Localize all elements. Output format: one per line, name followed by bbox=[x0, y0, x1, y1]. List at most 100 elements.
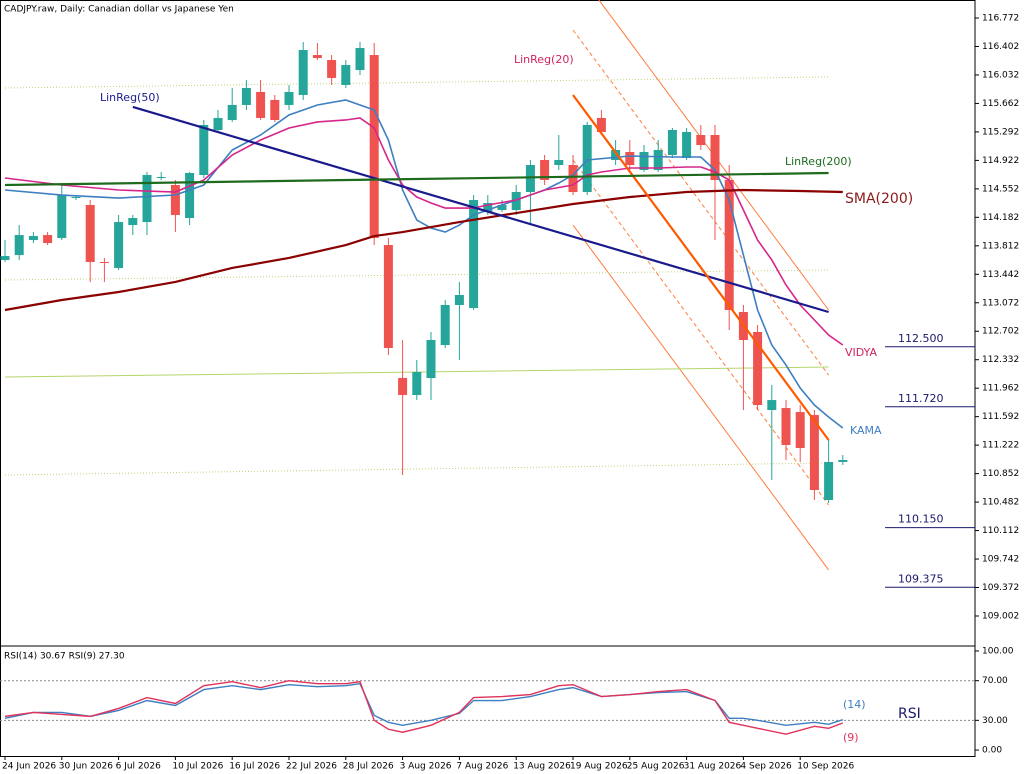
candle-body bbox=[213, 117, 223, 130]
candle-body bbox=[653, 149, 663, 171]
candle-body bbox=[596, 117, 606, 132]
level-label: 112.500 bbox=[898, 332, 944, 345]
y-tick-label: 113.812 bbox=[982, 241, 1019, 251]
candle-body bbox=[312, 55, 322, 59]
rsi-line bbox=[4, 679, 844, 735]
x-tick-label: 25 Aug 2026 bbox=[627, 762, 685, 772]
candle-body bbox=[824, 461, 834, 501]
y-tick-label: 112.702 bbox=[982, 327, 1019, 337]
candle-body bbox=[284, 91, 294, 105]
channel-line bbox=[4, 462, 829, 476]
candle-body bbox=[241, 87, 251, 105]
y-tick-label: 100.00 bbox=[982, 646, 1014, 656]
y-tick-label: 0.00 bbox=[982, 746, 1002, 756]
candle-body bbox=[426, 340, 436, 379]
candle-body bbox=[795, 412, 805, 448]
x-tick-label: 6 Jul 2026 bbox=[116, 762, 161, 772]
candle-body bbox=[554, 159, 564, 166]
candle-body bbox=[43, 235, 53, 244]
candle-body bbox=[57, 195, 67, 239]
candle-body bbox=[611, 149, 621, 160]
candle-body bbox=[99, 261, 109, 263]
channel-line bbox=[572, 224, 830, 571]
y-tick-label: 110.852 bbox=[982, 469, 1019, 479]
candle-body bbox=[568, 165, 578, 193]
candle-body bbox=[582, 124, 592, 193]
candle-body bbox=[270, 99, 280, 120]
candle-body bbox=[809, 415, 819, 491]
candle-body bbox=[383, 245, 393, 349]
legend-entry: (9) bbox=[843, 731, 859, 744]
level-label: 111.720 bbox=[898, 392, 944, 405]
candle-body bbox=[369, 55, 379, 239]
channel-line bbox=[572, 159, 830, 506]
candle-body bbox=[753, 332, 763, 406]
candle-body bbox=[298, 50, 308, 95]
x-tick-label: 13 Aug 2026 bbox=[513, 762, 571, 772]
rsi-panel bbox=[0, 679, 975, 735]
indicator-line bbox=[4, 99, 844, 429]
candle-body bbox=[440, 304, 450, 346]
x-tick-label: 30 Jun 2026 bbox=[59, 762, 113, 772]
candle-body bbox=[355, 48, 365, 71]
candle-body bbox=[142, 175, 152, 223]
candle-body bbox=[114, 222, 124, 268]
candle-body bbox=[398, 378, 408, 396]
candle-body bbox=[625, 151, 635, 166]
x-tick-label: 31 Aug 2026 bbox=[684, 762, 742, 772]
x-tick-label: 3 Aug 2026 bbox=[400, 762, 452, 772]
candle-body bbox=[483, 203, 493, 213]
candle-body bbox=[185, 173, 195, 219]
rsi-line bbox=[4, 682, 844, 727]
chart-title: CADJPY.raw, Daily: Canadian dollar vs Ja… bbox=[4, 5, 234, 15]
candle-body bbox=[28, 236, 38, 241]
x-tick-label: 24 Jun 2026 bbox=[2, 762, 56, 772]
candle-body bbox=[525, 165, 535, 193]
y-tick-label: 109.002 bbox=[982, 611, 1019, 621]
y-tick-label: 112.332 bbox=[982, 355, 1019, 365]
y-tick-label: 110.112 bbox=[982, 526, 1019, 536]
candle-body bbox=[256, 91, 266, 118]
candle-body bbox=[227, 104, 237, 120]
y-tick-label: 114.922 bbox=[982, 156, 1019, 166]
candle-body bbox=[710, 134, 720, 181]
y-tick-label: 115.662 bbox=[982, 99, 1019, 109]
y-tick-label: 113.442 bbox=[982, 270, 1019, 280]
indicator-line bbox=[4, 117, 844, 346]
y-tick-label: 115.292 bbox=[982, 127, 1019, 137]
indicator-line bbox=[4, 171, 829, 187]
price-panel bbox=[0, 0, 848, 571]
y-tick-label: 70.00 bbox=[982, 676, 1008, 686]
legend-entry: (14) bbox=[843, 698, 866, 711]
channel-line bbox=[4, 76, 829, 89]
candle-body bbox=[838, 459, 848, 462]
y-tick-label: 109.372 bbox=[982, 583, 1019, 593]
y-tick-label: 116.032 bbox=[982, 70, 1019, 80]
candle-body bbox=[327, 60, 337, 78]
plot-frame bbox=[0, 0, 976, 757]
y-tick-label: 110.482 bbox=[982, 498, 1019, 508]
candle-body bbox=[71, 197, 81, 199]
y-tick-label: 113.072 bbox=[982, 298, 1019, 308]
candle-body bbox=[511, 192, 521, 211]
indicator-label: VIDYA bbox=[845, 346, 878, 359]
candle-body bbox=[696, 134, 706, 145]
indicator-label: KAMA bbox=[850, 424, 882, 437]
candle-body bbox=[469, 200, 479, 308]
x-tick-label: 19 Aug 2026 bbox=[570, 762, 628, 772]
indicator-line bbox=[572, 94, 830, 441]
level-label: 109.375 bbox=[898, 572, 944, 585]
y-tick-label: 116.402 bbox=[982, 42, 1019, 52]
candle-body bbox=[667, 129, 677, 155]
candle-body bbox=[170, 185, 180, 216]
x-tick-label: 28 Jul 2026 bbox=[343, 762, 394, 772]
x-tick-label: 22 Jul 2026 bbox=[286, 762, 337, 772]
candle-body bbox=[639, 151, 649, 171]
indicator-label: SMA(200) bbox=[845, 191, 913, 207]
x-tick-label: 4 Sep 2026 bbox=[740, 762, 792, 772]
candle-body bbox=[412, 372, 422, 396]
candle-body bbox=[497, 205, 507, 211]
candle-body bbox=[781, 408, 791, 445]
y-tick-label: 116.772 bbox=[982, 14, 1019, 24]
